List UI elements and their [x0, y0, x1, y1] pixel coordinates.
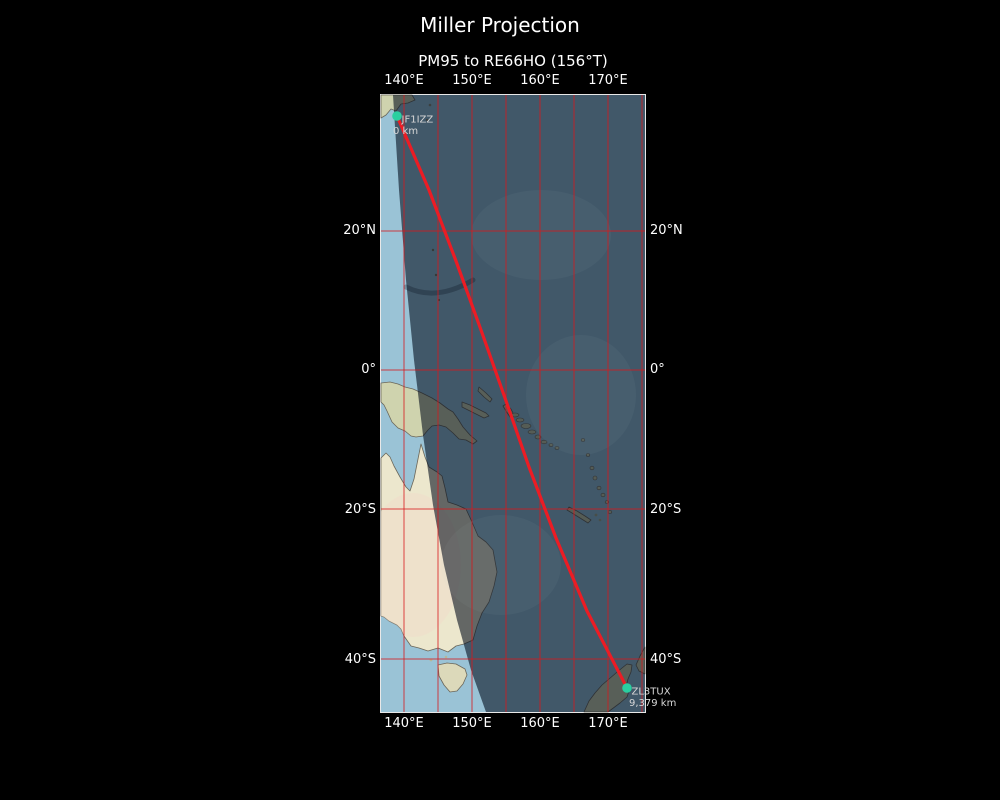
tick-label-bottom-170e: 170°E	[588, 716, 628, 731]
australia-desert-tint	[381, 493, 461, 637]
bass-strait-island	[444, 655, 448, 659]
tick-label-bottom-160e: 160°E	[520, 716, 560, 731]
marker-callsign-label-jf1izz: JF1IZZ	[401, 115, 434, 126]
map-canvas: JF1IZZ 0 km ZL3TUX 9,379 km	[380, 94, 676, 713]
page-title: Miller Projection	[420, 13, 580, 37]
tick-label-top-160e: 160°E	[520, 73, 560, 88]
plot-subtitle: PM95 to RE66HO (156°T)	[418, 52, 608, 70]
great-circle-route-line	[395, 114, 629, 690]
marker-distance-label-jf1izz: 0 km	[393, 126, 418, 137]
tick-label-right-20n: 20°N	[650, 223, 683, 238]
tick-label-bottom-140e: 140°E	[384, 716, 424, 731]
tick-label-bottom-150e: 150°E	[452, 716, 492, 731]
marker-distance-label-zl3tux: 9,379 km	[629, 698, 676, 709]
tick-label-top-150e: 150°E	[452, 73, 492, 88]
tasmania-island	[437, 662, 468, 693]
tick-label-left-40s: 40°S	[344, 652, 376, 667]
tick-label-top-170e: 170°E	[588, 73, 628, 88]
tick-label-right-20s: 20°S	[650, 502, 682, 517]
tick-label-right-40s: 40°S	[650, 652, 682, 667]
tick-label-left-20n: 20°N	[343, 223, 376, 238]
route-layer	[395, 114, 629, 690]
marker-dot-zl3tux	[622, 683, 632, 693]
tick-label-left-0: 0°	[361, 362, 376, 377]
tick-label-left-20s: 20°S	[344, 502, 376, 517]
marker-dot-jf1izz	[392, 111, 402, 121]
night-terminator-overlay	[393, 95, 645, 712]
tick-label-top-140e: 140°E	[384, 73, 424, 88]
tick-label-right-0: 0°	[650, 362, 665, 377]
marker-callsign-label-zl3tux: ZL3TUX	[632, 687, 671, 698]
